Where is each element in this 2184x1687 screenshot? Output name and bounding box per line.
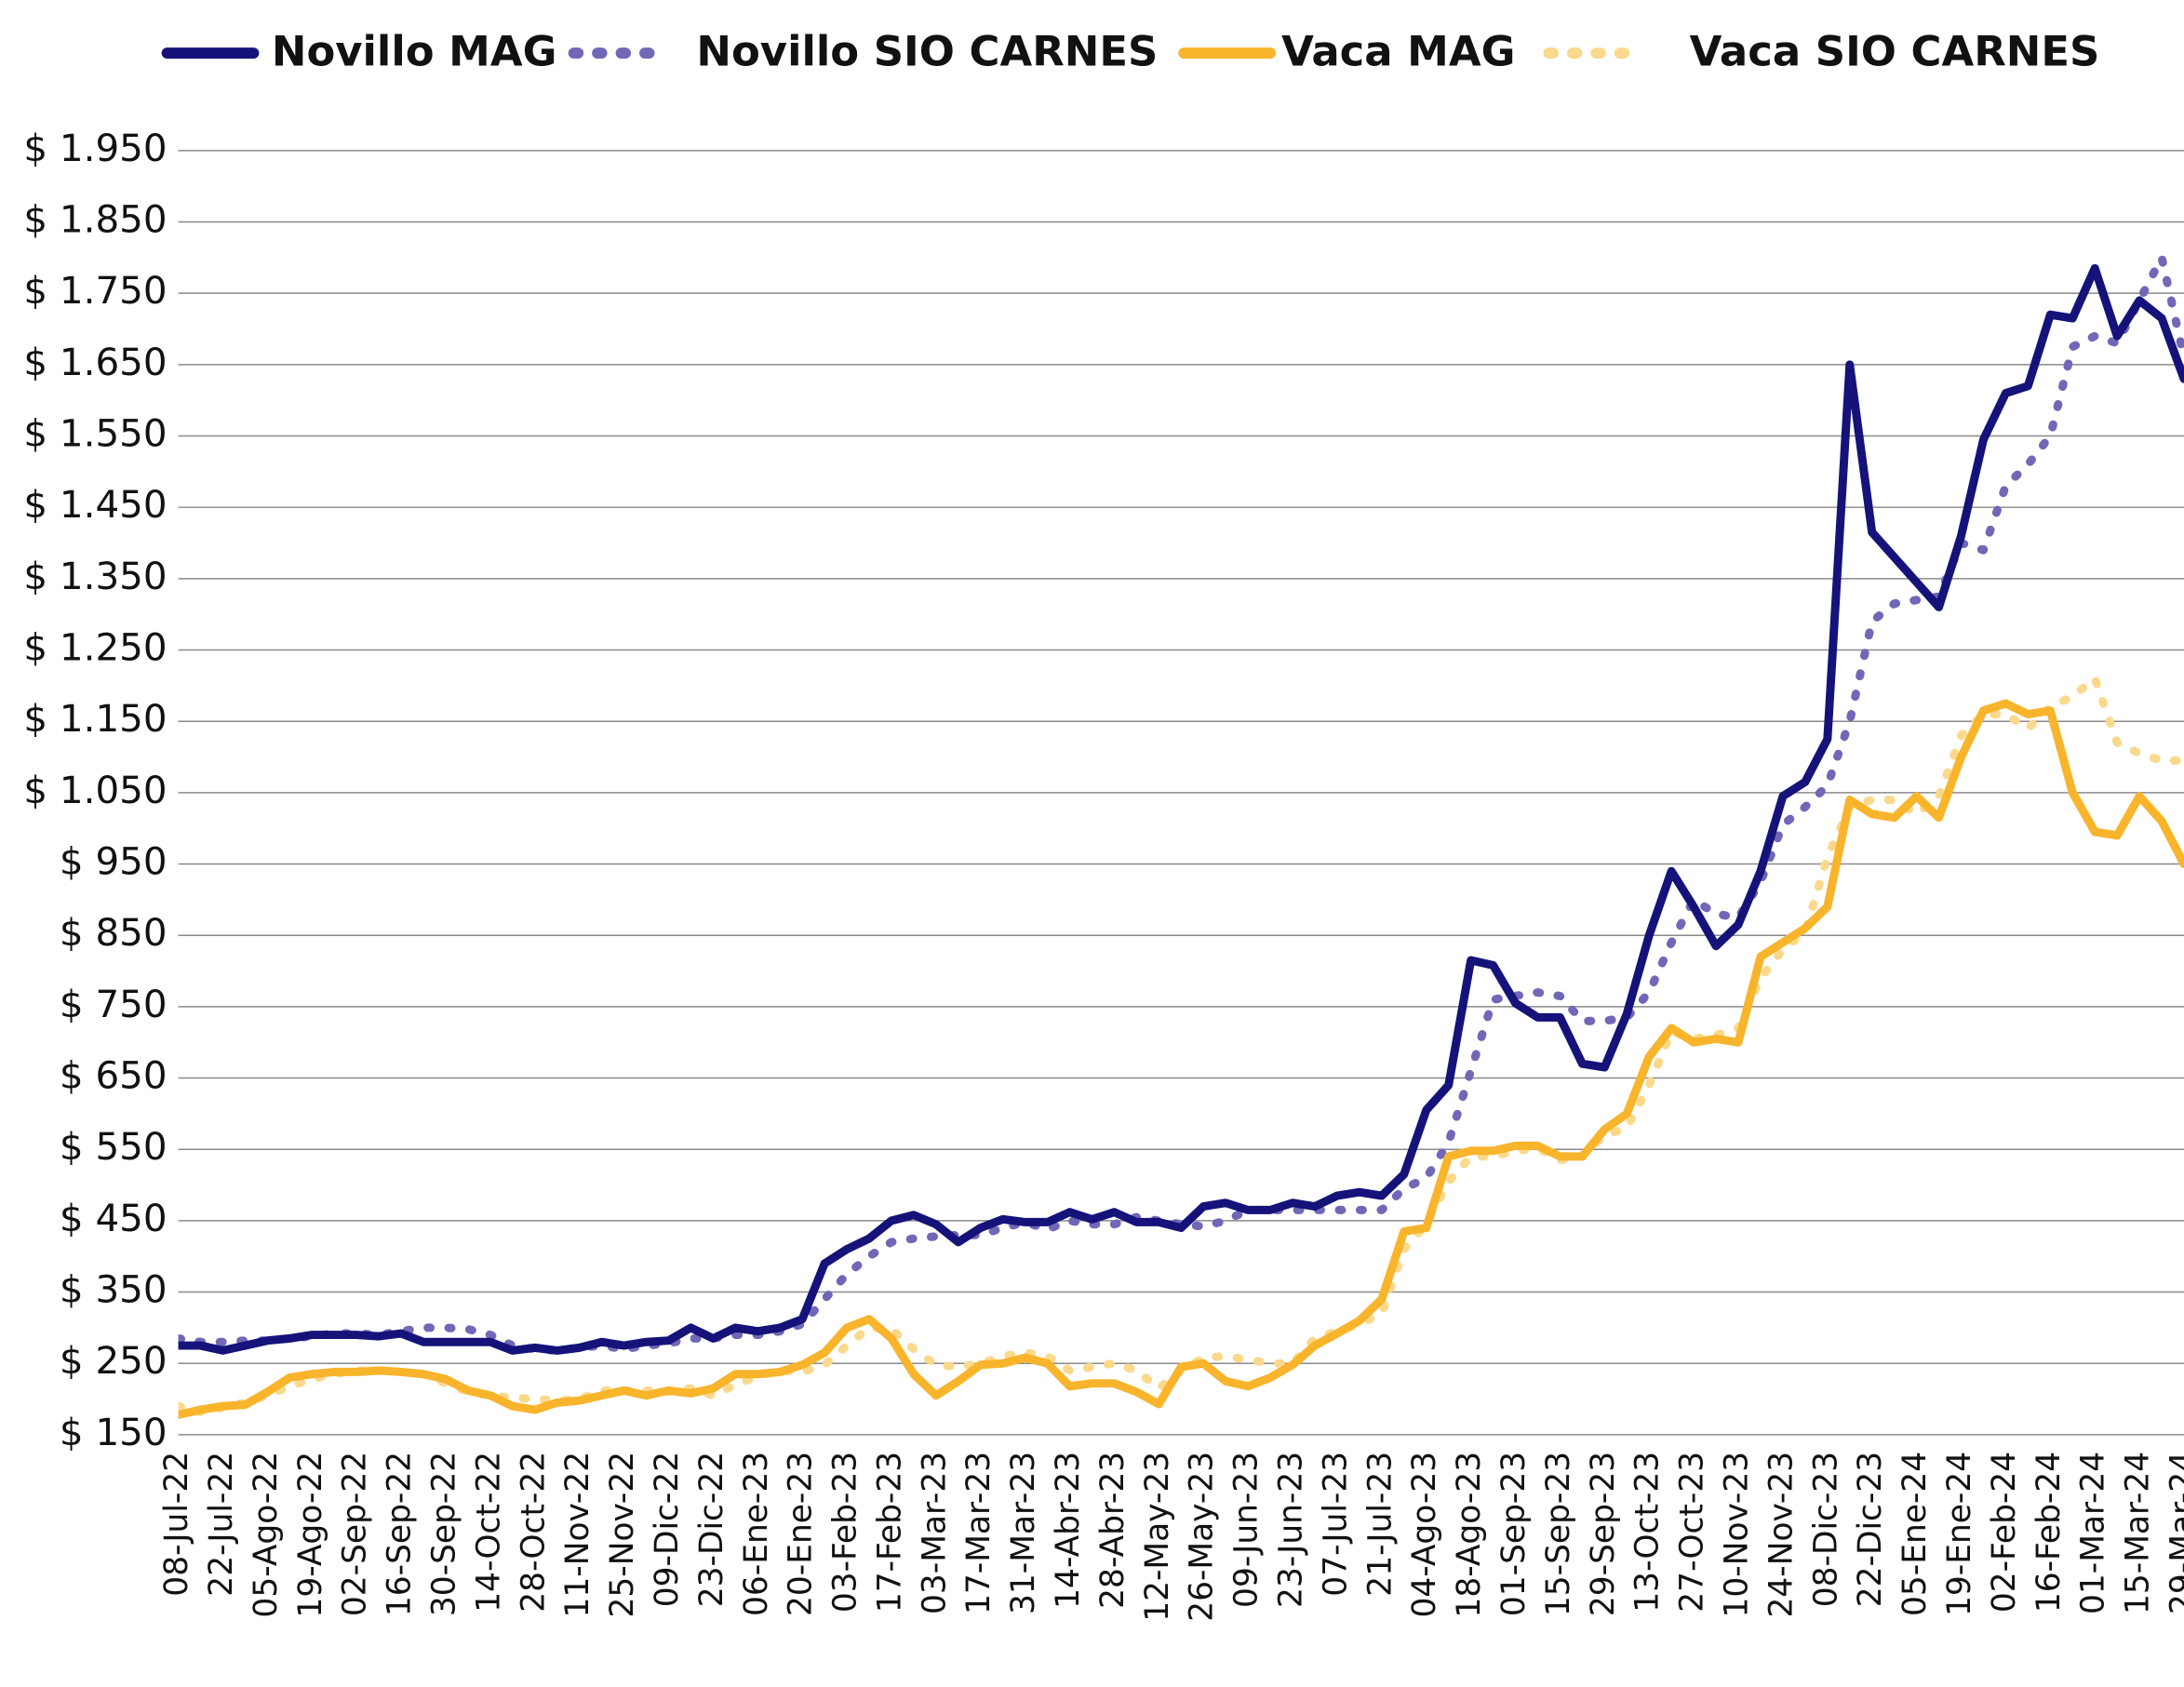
x-tick-label: 07-Jul-23 [1317,1452,1354,1597]
y-tick-label: $ 1.450 [23,482,167,527]
series-line [178,674,2184,1416]
legend-label: Novillo SIO CARNES [696,27,1158,76]
y-tick-label: $ 450 [60,1196,167,1240]
x-tick-label: 26-May-23 [1184,1452,1221,1622]
y-tick-label: $ 250 [60,1338,167,1383]
x-tick-label: 03-Mar-23 [916,1452,953,1614]
x-tick-label: 23-Jun-23 [1273,1452,1310,1608]
x-tick-label: 08-Jul-22 [158,1452,195,1597]
y-tick-label: $ 350 [60,1267,167,1312]
x-tick-label: 23-Dic-22 [693,1452,730,1607]
legend-label: Vaca MAG [1281,27,1515,76]
x-tick-label: 20-Ene-23 [783,1452,820,1616]
x-tick-label: 29-Sep-23 [1585,1452,1622,1616]
x-tick-label: 11-Nov-22 [559,1452,596,1618]
y-tick-label: $ 650 [60,1053,167,1098]
x-tick-label: 02-Sep-22 [337,1452,374,1616]
y-tick-label: $ 750 [60,982,167,1026]
x-tick-label: 30-Sep-22 [425,1452,462,1616]
x-tick-label: 28-Abr-23 [1094,1452,1132,1609]
series-line [178,263,2184,1355]
x-tick-label: 02-Feb-24 [1986,1452,2023,1613]
series-line [178,253,2184,1355]
legend-label: Novillo MAG [272,27,557,76]
x-tick-label: 17-Mar-23 [960,1452,998,1614]
x-tick-label: 12-May-23 [1139,1452,1176,1622]
x-tick-label: 18-Ago-23 [1451,1452,1488,1618]
x-tick-label: 13-Oct-23 [1629,1452,1667,1613]
y-tick-label: $ 1.750 [23,268,167,313]
y-tick-label: $ 950 [60,839,167,884]
legend-label: Vaca SIO CARNES [1690,27,2100,76]
x-tick-label: 10-Nov-23 [1719,1452,1756,1618]
y-tick-label: $ 1.150 [23,696,167,741]
x-tick-label: 09-Jun-23 [1228,1452,1266,1608]
x-tick-label: 16-Sep-22 [382,1452,419,1616]
y-tick-label: $ 1.350 [23,554,167,598]
x-tick-label: 01-Mar-24 [2075,1452,2112,1614]
x-tick-label: 25-Nov-22 [604,1452,641,1618]
y-tick-label: $ 150 [60,1410,167,1454]
y-tick-label: $ 1.050 [23,768,167,812]
x-tick-label: 01-Sep-23 [1495,1452,1533,1616]
x-tick-label: 05-Ene-24 [1896,1452,1934,1616]
x-tick-label: 21-Jul-23 [1361,1452,1399,1597]
x-tick-label: 22-Dic-23 [1852,1452,1889,1607]
x-tick-label: 22-Jul-22 [203,1452,240,1597]
x-tick-label: 03-Feb-23 [827,1452,864,1613]
y-tick-label: $ 1.250 [23,625,167,670]
x-tick-label: 19-Ene-24 [1941,1452,1978,1616]
y-tick-label: $ 1.650 [23,340,167,384]
y-tick-label: $ 1.950 [23,126,167,170]
x-tick-label: 14-Oct-22 [470,1452,507,1613]
x-tick-label: 06-Ene-23 [738,1452,775,1616]
x-tick-label: 17-Feb-23 [871,1452,908,1613]
x-tick-label: 15-Mar-24 [2120,1452,2157,1614]
x-tick-label: 24-Nov-23 [1762,1452,1800,1618]
x-tick-label: 16-Feb-24 [2030,1452,2068,1613]
x-tick-label: 28-Oct-22 [515,1452,552,1613]
x-tick-label: 09-Dic-22 [649,1452,686,1607]
plot-area [178,253,2184,1419]
series-line [178,699,2184,1419]
x-tick-label: 29-Mar-24 [2164,1452,2184,1614]
y-tick-label: $ 1.550 [23,411,167,456]
x-tick-label: 04-Ago-23 [1406,1452,1443,1618]
y-tick-label: $ 850 [60,910,167,955]
x-tick-label: 27-Oct-23 [1674,1452,1711,1613]
y-tick-label: $ 550 [60,1124,167,1169]
y-tick-label: $ 1.850 [23,197,167,242]
x-tick-label: 08-Dic-23 [1807,1452,1844,1607]
x-tick-label: 19-Ago-22 [292,1452,329,1618]
x-tick-label: 15-Sep-23 [1540,1452,1577,1616]
x-tick-label: 05-Ago-22 [248,1452,285,1618]
x-tick-label: 14-Abr-23 [1050,1452,1087,1609]
x-tick-label: 31-Mar-23 [1005,1452,1042,1614]
